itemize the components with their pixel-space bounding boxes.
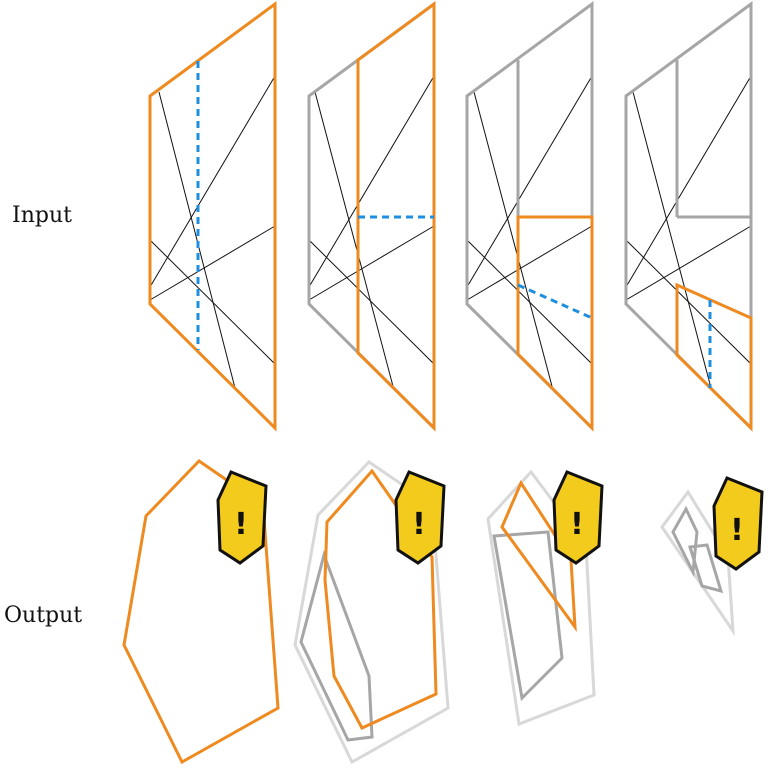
warning-mark: ! <box>234 507 248 542</box>
warning-mark: ! <box>730 513 744 548</box>
row-label-output: Output <box>4 603 82 628</box>
output-panel-2-polygon-inactive <box>299 550 374 742</box>
input-panel-1-lines <box>149 75 276 389</box>
input-panel-2-lines <box>308 75 435 391</box>
input-panel-2-active-region <box>356 1 436 432</box>
output-panel-3-polygon-inactive <box>492 530 564 702</box>
input-panel-1-quad <box>148 1 277 432</box>
warning-mark: ! <box>412 507 426 542</box>
warning-icon-4: ! <box>712 476 764 571</box>
input-panel-4-active-region <box>675 282 753 432</box>
row-label-input: Input <box>12 203 72 228</box>
input-panel-2 <box>307 1 436 432</box>
output-panel-4-polygon-inactive-1 <box>671 505 699 578</box>
output-row: ! ! ! ! <box>122 459 764 765</box>
input-row <box>148 1 753 432</box>
warning-icon-1: ! <box>216 470 268 565</box>
input-panel-3-cut <box>517 283 593 320</box>
warning-mark: ! <box>570 507 584 542</box>
input-panel-1 <box>148 1 277 432</box>
warning-icon-3: ! <box>552 470 604 565</box>
input-panel-4 <box>624 1 753 432</box>
warning-shield-icon <box>216 470 268 565</box>
warning-shield-icon <box>394 470 446 565</box>
input-panel-3-lines <box>466 75 593 391</box>
output-panel-2-polygon-active <box>323 468 438 730</box>
input-panel-4-lines <box>625 75 752 389</box>
input-panel-3 <box>465 1 594 432</box>
output-panel-4-polygon-inactive-2 <box>688 543 724 594</box>
warning-shield-icon <box>552 470 604 565</box>
warning-shield-icon <box>712 476 764 571</box>
warning-icon-2: ! <box>394 470 446 565</box>
input-panel-3-active-region <box>516 215 594 432</box>
